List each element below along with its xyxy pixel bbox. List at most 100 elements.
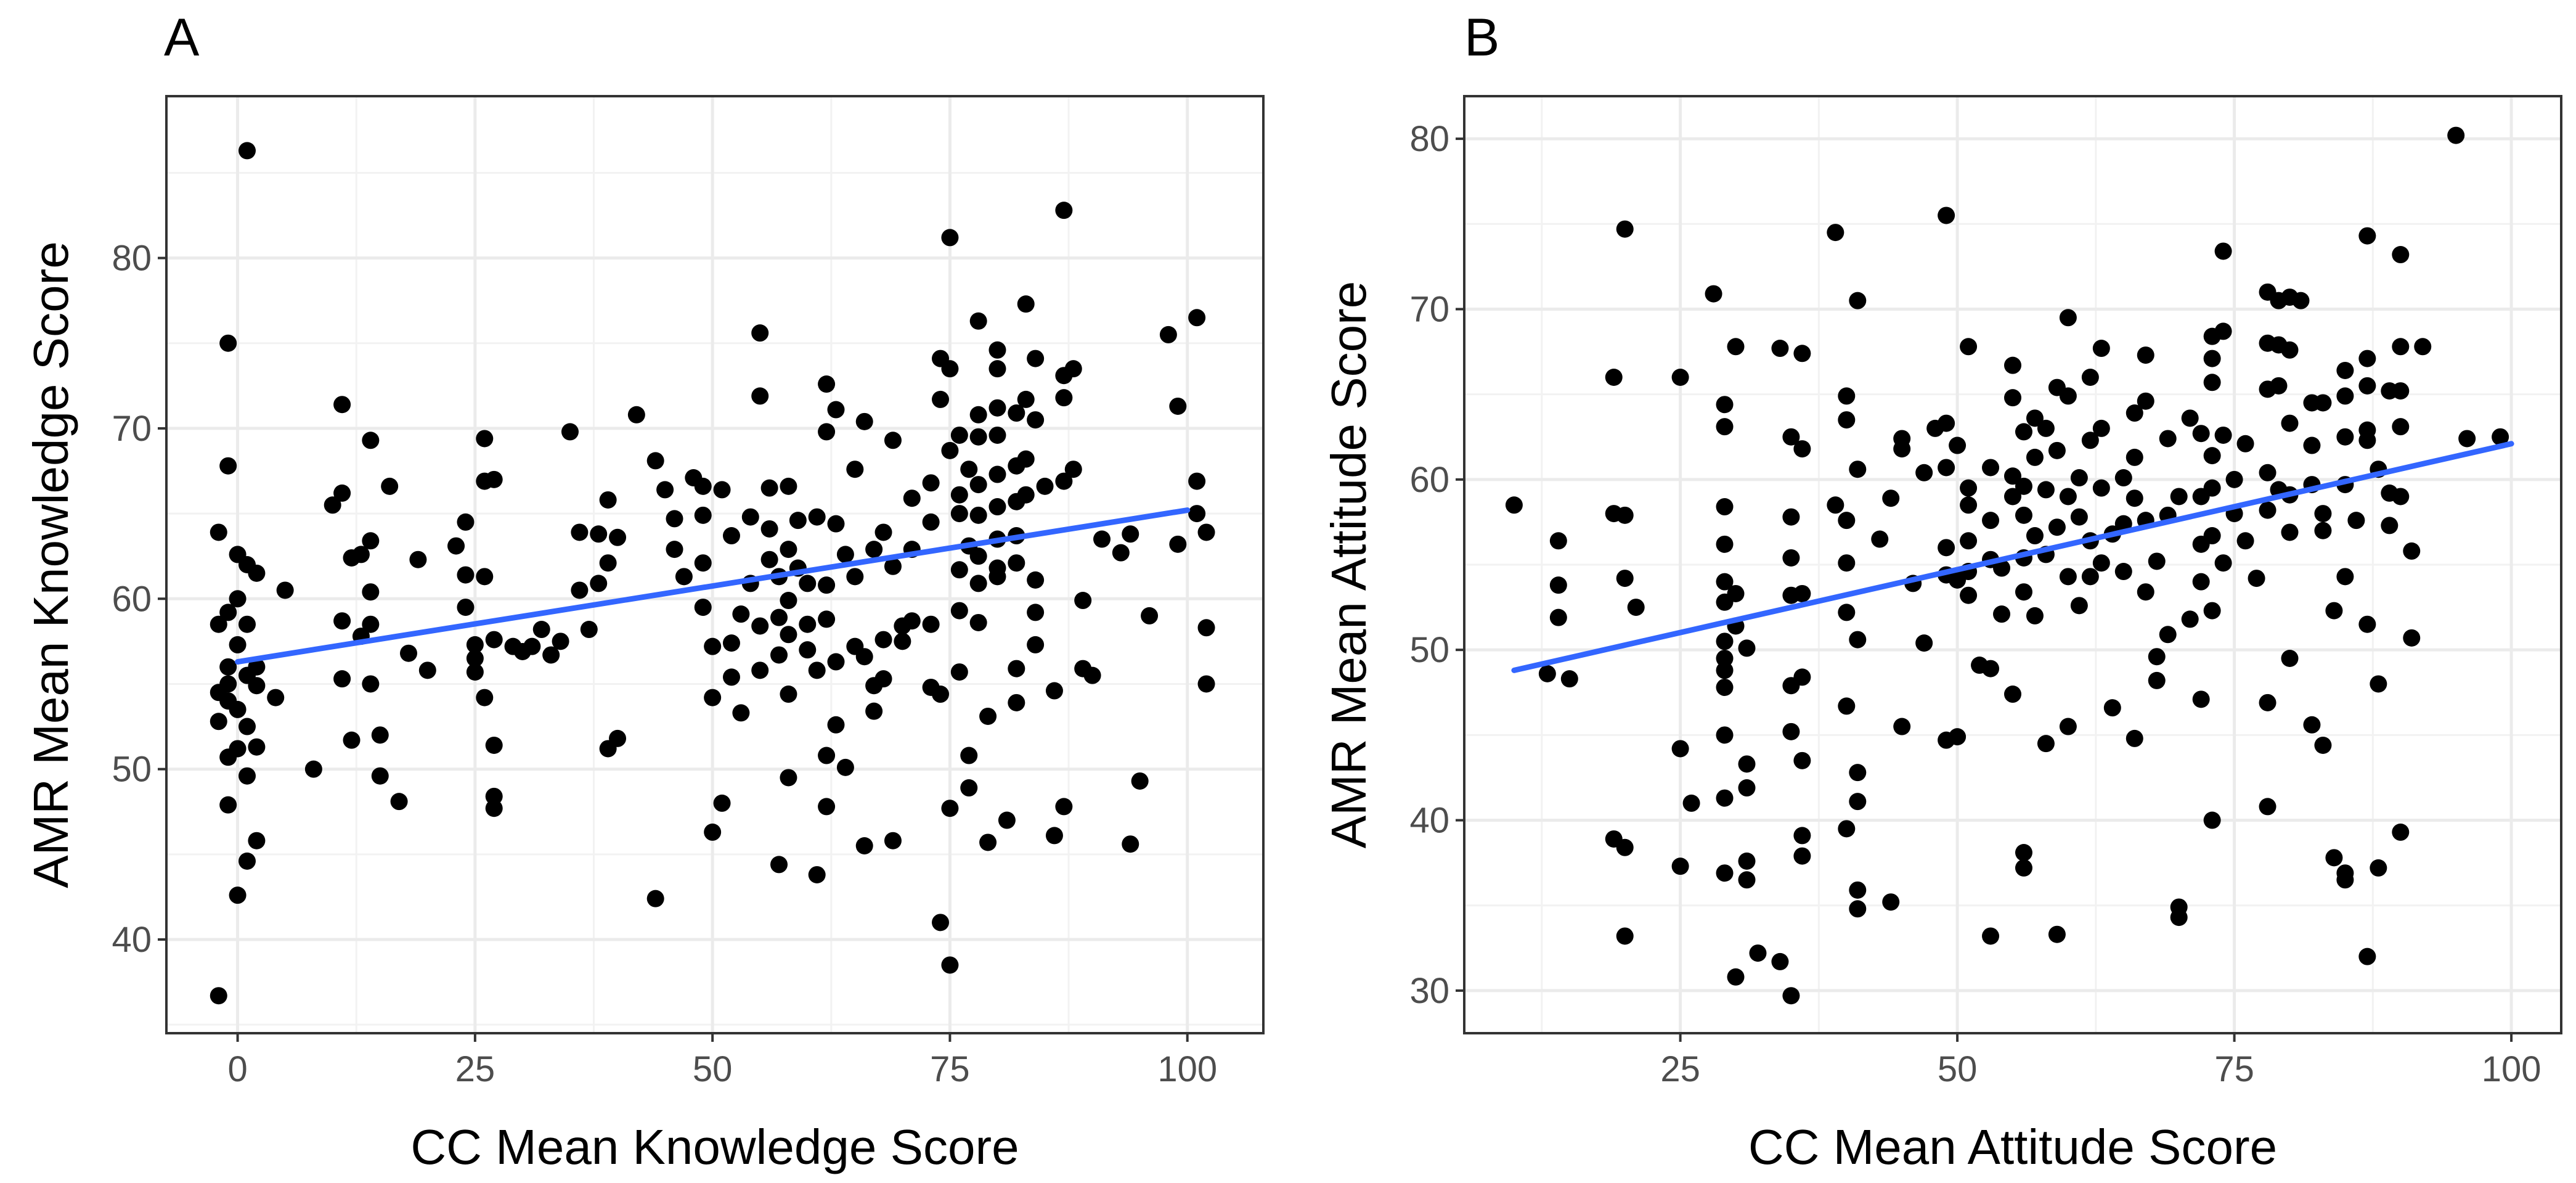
panel-b-data-point bbox=[2336, 387, 2354, 405]
panel-b-data-point bbox=[2037, 481, 2055, 499]
panel-a-data-point bbox=[248, 564, 266, 582]
panel-b-data-point bbox=[1915, 634, 1933, 652]
panel-b-data-point bbox=[2070, 597, 2088, 615]
panel-b-data-point bbox=[2126, 489, 2143, 507]
panel-b-data-point bbox=[1716, 632, 1734, 650]
panel-b-data-point bbox=[1782, 428, 1800, 446]
panel-b-data-point bbox=[1549, 576, 1567, 594]
panel-a-data-point bbox=[780, 686, 797, 703]
panel-b-data-point bbox=[2203, 479, 2221, 497]
panel-a-data-point bbox=[960, 747, 978, 764]
panel-a-data-point bbox=[950, 505, 968, 523]
panel-a-data-point bbox=[884, 832, 902, 849]
panel-b-data-point bbox=[2248, 570, 2265, 587]
panel-b-data-point bbox=[2059, 488, 2077, 506]
panel-a-data-point bbox=[1131, 772, 1149, 790]
panel-a-data-point bbox=[333, 484, 351, 502]
panel-a-data-point bbox=[381, 477, 399, 495]
panel-a-border bbox=[165, 95, 1265, 1034]
panel-b-data-point bbox=[1938, 539, 1955, 557]
panel-a-data-point bbox=[238, 615, 256, 633]
panel-b-data-point bbox=[1938, 459, 1955, 477]
panel-a-data-point bbox=[1064, 461, 1082, 478]
panel-b-data-point bbox=[1682, 794, 1700, 812]
panel-b-data-point bbox=[2403, 629, 2421, 647]
panel-b-data-point bbox=[2358, 377, 2376, 395]
panel-a-data-point bbox=[932, 686, 950, 703]
panel-b-data-point bbox=[1771, 340, 1789, 358]
panel-b-data-point bbox=[2015, 844, 2032, 862]
panel-b-data-point bbox=[1716, 535, 1734, 553]
panel-b-data-point bbox=[2004, 686, 2021, 703]
panel-a-data-point bbox=[371, 767, 389, 785]
panel-a-data-point bbox=[808, 866, 826, 883]
panel-a-data-point bbox=[694, 506, 712, 524]
panel-b-data-point bbox=[2192, 573, 2210, 591]
panel-b-data-point bbox=[2015, 477, 2032, 495]
panel-a-data-point bbox=[210, 615, 227, 633]
panel-a-data-point bbox=[884, 432, 902, 449]
panel-b-data-point bbox=[2170, 488, 2188, 506]
panel-b-data-point bbox=[1771, 952, 1789, 970]
panel-a-data-point bbox=[770, 608, 788, 626]
panel-a-data-point bbox=[751, 387, 769, 405]
panel-b-data-point bbox=[2392, 488, 2410, 506]
panel-a-data-point bbox=[741, 508, 759, 526]
panel-b-data-point bbox=[1727, 968, 1745, 986]
panel-a-data-point bbox=[903, 489, 921, 507]
panel-b-data-point bbox=[1782, 987, 1800, 1005]
panel-b-data-point bbox=[2336, 871, 2354, 889]
panel-a-data-point bbox=[590, 525, 608, 543]
panel-a-data-point bbox=[903, 612, 921, 630]
panel-b-data-point bbox=[1827, 496, 1844, 514]
panel-b-data-point bbox=[2059, 718, 2077, 735]
panel-b-data-point bbox=[1838, 387, 1856, 405]
panel-a-data-point bbox=[751, 324, 769, 342]
panel-a-data-point bbox=[627, 406, 645, 424]
panel-a-data-point bbox=[846, 568, 864, 586]
panel-b-data-point bbox=[2037, 735, 2055, 753]
panel-a-data-point bbox=[751, 617, 769, 635]
panel-a-data-point bbox=[276, 581, 294, 599]
panel-b-data-point bbox=[1716, 789, 1734, 807]
panel-b-y-tick-label: 30 bbox=[1409, 971, 1449, 1011]
panel-b-data-point bbox=[1838, 604, 1856, 621]
panel-b-data-point bbox=[1871, 530, 1889, 548]
panel-b-data-point bbox=[2126, 448, 2143, 466]
panel-a-data-point bbox=[485, 787, 503, 805]
panel-b-minor-grid bbox=[1464, 96, 2561, 1033]
panel-b-data-point bbox=[2370, 859, 2387, 877]
panel-a-data-point bbox=[248, 738, 266, 756]
panel-b-data-point bbox=[2203, 527, 2221, 545]
panel-a-data-point bbox=[1159, 325, 1177, 343]
panel-b-data-point bbox=[2314, 522, 2332, 539]
panel-a-data-point bbox=[580, 621, 598, 639]
panel-b-data-point bbox=[2026, 527, 2044, 545]
panel-a-data-point bbox=[229, 700, 247, 718]
panel-b-data-point bbox=[2336, 428, 2354, 446]
panel-b-data-point bbox=[1838, 820, 1856, 838]
panel-a-y-tick-label: 40 bbox=[112, 920, 152, 960]
panel-b-data-point bbox=[2225, 470, 2243, 488]
panel-a-data-point bbox=[874, 523, 892, 541]
panel-a-data-point bbox=[874, 631, 892, 649]
panel-a-data-point bbox=[1083, 666, 1101, 684]
panel-a-data-point bbox=[780, 769, 797, 787]
panel-b-data-point bbox=[2059, 387, 2077, 405]
panel-a-data-point bbox=[704, 689, 722, 706]
panel-a-data-point bbox=[988, 568, 1006, 586]
panel-a-data-point bbox=[722, 634, 740, 652]
panel-b-data-point bbox=[1849, 764, 1867, 782]
panel-b-data-point bbox=[2392, 338, 2410, 356]
panel-a-data-point bbox=[447, 537, 465, 555]
panel-a-y-tick-label: 60 bbox=[112, 579, 152, 619]
panel-a-data-point bbox=[219, 604, 237, 621]
panel-a-data-point bbox=[818, 610, 836, 628]
panel-a-data-point bbox=[675, 568, 693, 586]
panel-a-data-point bbox=[950, 486, 968, 504]
panel-b-data-point bbox=[2314, 736, 2332, 754]
panel-a-data-point bbox=[969, 575, 987, 592]
panel-a-data-point bbox=[333, 612, 351, 630]
panel-a-data-point bbox=[836, 546, 854, 563]
